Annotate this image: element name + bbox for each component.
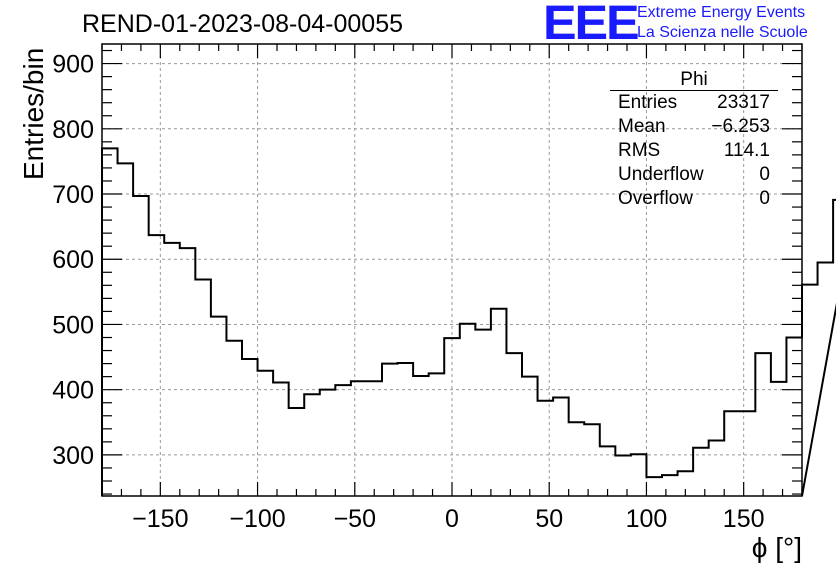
histogram-bin bbox=[133, 196, 149, 496]
x-tick-label: 0 bbox=[445, 505, 459, 533]
stats-label: RMS bbox=[618, 140, 661, 161]
stats-value: −6.253 bbox=[711, 116, 770, 137]
histogram-bin bbox=[522, 377, 538, 496]
histogram-bin bbox=[662, 475, 678, 496]
histogram-bin bbox=[366, 381, 382, 496]
stats-title: Phi bbox=[610, 70, 778, 91]
histogram-bin bbox=[320, 390, 336, 496]
histogram-bin bbox=[600, 446, 616, 496]
x-tick-label: −100 bbox=[229, 505, 285, 533]
x-tick-label: 150 bbox=[723, 505, 765, 533]
stats-label: Underflow bbox=[618, 164, 704, 185]
y-tick-label: 400 bbox=[52, 377, 94, 405]
histogram-bin bbox=[538, 401, 554, 496]
logo-line-2: La Scienza nelle Scuole bbox=[637, 24, 808, 41]
stats-row: Mean −6.253 bbox=[610, 115, 778, 139]
histogram-bin bbox=[304, 394, 320, 496]
x-tick-label: −50 bbox=[334, 505, 376, 533]
y-tick-label: 800 bbox=[52, 116, 94, 144]
histogram-bin bbox=[211, 317, 227, 496]
histogram-bin bbox=[584, 424, 600, 496]
histogram-bin bbox=[709, 441, 725, 496]
y-tick-label: 500 bbox=[52, 311, 94, 339]
histogram-bin bbox=[289, 408, 305, 496]
histogram-series-line bbox=[101, 147, 836, 497]
stats-row: Underflow 0 bbox=[610, 163, 778, 187]
x-tick-label: 50 bbox=[535, 505, 563, 533]
histogram-bin bbox=[678, 471, 694, 496]
histogram-bin bbox=[615, 456, 631, 496]
y-tick-label: 600 bbox=[52, 246, 94, 274]
chart-title: REND-01-2023-08-04-00055 bbox=[82, 10, 404, 38]
eee-logo: EEE bbox=[543, 0, 640, 50]
histogram-bin bbox=[258, 371, 274, 496]
histogram-bin bbox=[118, 163, 134, 496]
histogram-bin bbox=[398, 363, 414, 496]
histogram-bin bbox=[786, 338, 802, 496]
y-tick-label: 900 bbox=[52, 51, 94, 79]
histogram-bin bbox=[164, 243, 180, 496]
histogram-bin bbox=[475, 330, 491, 496]
histogram-bin bbox=[818, 262, 834, 496]
stats-row: Overflow 0 bbox=[610, 187, 778, 211]
stats-value: 0 bbox=[759, 188, 770, 209]
histogram-bin bbox=[273, 383, 289, 496]
histogram-bin bbox=[382, 364, 398, 496]
histogram-bin bbox=[102, 148, 118, 496]
stats-row: RMS 114.1 bbox=[610, 139, 778, 163]
stats-label: Overflow bbox=[618, 188, 693, 209]
stats-row: Entries 23317 bbox=[610, 91, 778, 115]
stats-value: 114.1 bbox=[723, 140, 770, 161]
histogram-bin bbox=[740, 411, 756, 496]
histogram-bin bbox=[724, 411, 740, 496]
histogram-bin bbox=[506, 353, 522, 496]
histogram-bin bbox=[413, 376, 429, 496]
histogram-bin bbox=[335, 385, 351, 496]
stats-box: Phi Entries 23317 Mean −6.253 RMS 114.1 … bbox=[610, 70, 778, 211]
histogram-bin bbox=[180, 248, 196, 496]
histogram-bin bbox=[755, 353, 771, 496]
histogram-bin bbox=[429, 373, 445, 496]
histogram-bin bbox=[491, 309, 507, 496]
x-tick-label: −150 bbox=[132, 505, 188, 533]
histogram-bin bbox=[444, 338, 460, 496]
stats-value: 0 bbox=[759, 164, 770, 185]
y-tick-label: 300 bbox=[52, 442, 94, 470]
stats-value: 23317 bbox=[717, 92, 770, 113]
axis-ticks bbox=[101, 44, 803, 496]
stats-label: Mean bbox=[618, 116, 666, 137]
histogram-bin bbox=[351, 381, 367, 496]
histogram-bin bbox=[226, 341, 242, 496]
y-axis-label: Entries/bin bbox=[18, 47, 49, 180]
x-tick-label: 100 bbox=[626, 505, 668, 533]
histogram-bin bbox=[242, 359, 258, 496]
histogram-bin bbox=[553, 398, 569, 496]
stats-label: Entries bbox=[618, 92, 678, 113]
histogram-bin bbox=[569, 422, 585, 496]
y-tick-label: 700 bbox=[52, 181, 94, 209]
histogram-bin bbox=[646, 477, 662, 496]
histogram-bin bbox=[149, 235, 165, 496]
logo-line-1: Extreme Energy Events bbox=[637, 4, 806, 21]
histogram-bin bbox=[771, 382, 787, 496]
x-axis-label: ϕ [°] bbox=[751, 532, 802, 563]
histogram-bin bbox=[631, 454, 647, 496]
grid-lines bbox=[102, 44, 802, 496]
plot-frame bbox=[101, 43, 803, 497]
axis-tick-labels: −150 −100 −50 0 50 100 150 300 400 500 600 700 800 90… bbox=[52, 51, 764, 533]
histogram-bin bbox=[802, 285, 818, 496]
histogram-bin bbox=[460, 324, 476, 496]
histogram-bin bbox=[693, 448, 709, 496]
histogram-bin bbox=[195, 279, 211, 496]
